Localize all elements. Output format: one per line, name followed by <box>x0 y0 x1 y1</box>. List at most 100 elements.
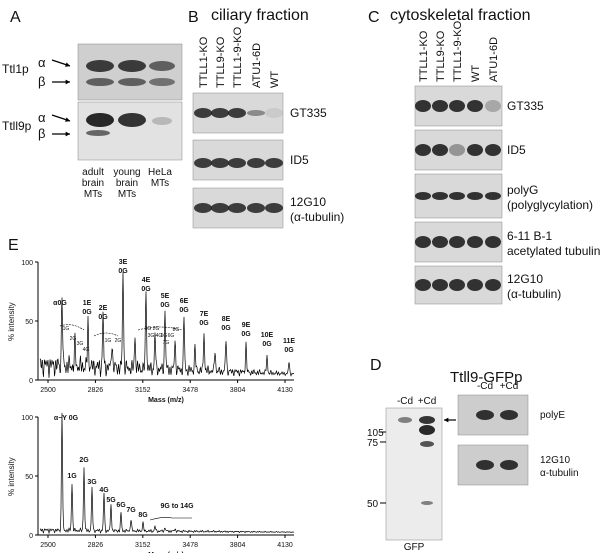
peak-label: 1G <box>67 473 77 480</box>
peak-label: 8G <box>138 512 148 519</box>
y-tick-label: 0 <box>29 533 33 540</box>
band <box>476 410 494 420</box>
peak-label: 0G <box>82 309 92 316</box>
peak-label: 0G <box>179 307 189 314</box>
small-peak-label: 6G <box>168 333 175 339</box>
band <box>194 108 212 118</box>
peak-label: 2G <box>79 457 89 464</box>
lane-label: TTLL9-KO <box>435 30 447 82</box>
lane-label: TTLL1-KO <box>198 36 210 88</box>
peak-label: 6E <box>180 298 189 305</box>
blot-label: polyE <box>540 410 565 421</box>
small-peak-label: 2G <box>153 326 160 332</box>
panel-label: D <box>370 357 382 374</box>
x-tick-label: 4130 <box>277 542 293 549</box>
band <box>467 192 483 200</box>
blot-label: α-tubulin <box>540 468 579 479</box>
band <box>419 425 435 435</box>
bracket <box>149 517 192 521</box>
peak-label: 0G <box>221 325 231 332</box>
small-peak-label: 8G <box>173 327 180 333</box>
axis-label: Mass (m/z) <box>148 397 184 404</box>
lane-label: -Cd <box>477 381 493 392</box>
blot-label: ID5 <box>507 143 526 157</box>
peak-label: 0G <box>118 268 128 275</box>
lane-label: +Cd <box>418 396 437 407</box>
peak-label: 9E <box>242 322 251 329</box>
peak-label: 3E <box>119 259 128 266</box>
band <box>228 108 246 118</box>
band <box>449 192 465 200</box>
band <box>449 279 465 291</box>
band <box>467 144 483 156</box>
band <box>500 410 518 420</box>
lane-label: adult <box>82 167 104 178</box>
small-peak-label: 4G <box>156 333 163 339</box>
peak-label: 0G <box>262 341 272 348</box>
peak-label: 5E <box>161 293 170 300</box>
band <box>485 100 501 112</box>
band <box>194 203 212 213</box>
row-label: Ttll9p <box>2 119 32 133</box>
lane-label: TTLL9-KO <box>215 36 227 88</box>
band <box>420 441 434 447</box>
panel-title: ciliary fraction <box>211 7 309 24</box>
x-tick-label: 2500 <box>40 542 56 549</box>
band <box>118 113 146 127</box>
y-tick-label: 100 <box>21 415 33 422</box>
panel-label: B <box>188 9 199 26</box>
band <box>415 279 431 291</box>
lane-label: WT <box>269 71 281 88</box>
peak-label: 5G <box>106 497 116 504</box>
band <box>421 501 433 505</box>
lane-label: MTs <box>151 178 169 189</box>
band <box>449 236 465 248</box>
lane-label: TTLL1-KO <box>418 30 430 82</box>
band <box>432 279 448 291</box>
blot <box>77 43 183 101</box>
lane-label: brain <box>116 178 138 189</box>
y-tick-label: 50 <box>25 474 33 481</box>
band <box>86 130 110 136</box>
lane-label: ATU1-6D <box>488 37 500 82</box>
x-tick-label: 3478 <box>182 542 198 549</box>
band <box>432 100 448 112</box>
panel-title: cytoskeletal fraction <box>390 7 531 24</box>
greek: β <box>38 74 45 89</box>
band <box>228 158 246 168</box>
band <box>432 192 448 200</box>
band <box>149 78 175 86</box>
axis-label: % intensity <box>7 302 16 341</box>
band <box>211 203 229 213</box>
peak-label: 0G <box>241 331 251 338</box>
band <box>467 279 483 291</box>
lane-label: MTs <box>84 189 102 200</box>
peak-label: 1E <box>83 300 92 307</box>
panel-label: C <box>368 9 380 26</box>
peak-label: 10E <box>261 332 274 339</box>
band <box>485 236 501 248</box>
blot-label: 12G10 <box>507 272 543 286</box>
y-tick-label: 50 <box>25 319 33 326</box>
blot-label: ID5 <box>290 153 309 167</box>
blot-label: 12G10 <box>290 195 326 209</box>
band <box>118 60 146 72</box>
peak-label: 3G <box>87 479 97 486</box>
bracket <box>59 324 183 337</box>
x-tick-label: 3152 <box>135 542 151 549</box>
band <box>149 61 175 71</box>
lane-label: TTLL1-9-KO <box>232 26 244 88</box>
blot-label: 6-11 B-1 <box>507 229 552 243</box>
lane-label: +Cd <box>500 381 519 392</box>
small-peak-label: 1G <box>105 338 112 344</box>
spectrum <box>39 412 294 535</box>
row-label: Ttl1p <box>2 62 29 76</box>
small-peak-label: 3G <box>148 333 155 339</box>
greek: α <box>38 110 46 125</box>
peak-label: α0G <box>53 300 67 307</box>
marker: 75 <box>367 438 379 449</box>
peak-label: 7G <box>126 507 136 514</box>
band <box>247 203 265 213</box>
marker: 105 <box>367 428 384 439</box>
peak-label: 8E <box>222 316 231 323</box>
